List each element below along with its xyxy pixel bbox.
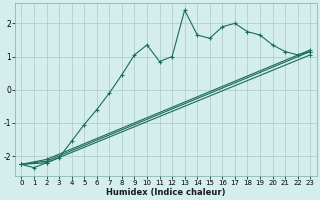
X-axis label: Humidex (Indice chaleur): Humidex (Indice chaleur) (106, 188, 226, 197)
